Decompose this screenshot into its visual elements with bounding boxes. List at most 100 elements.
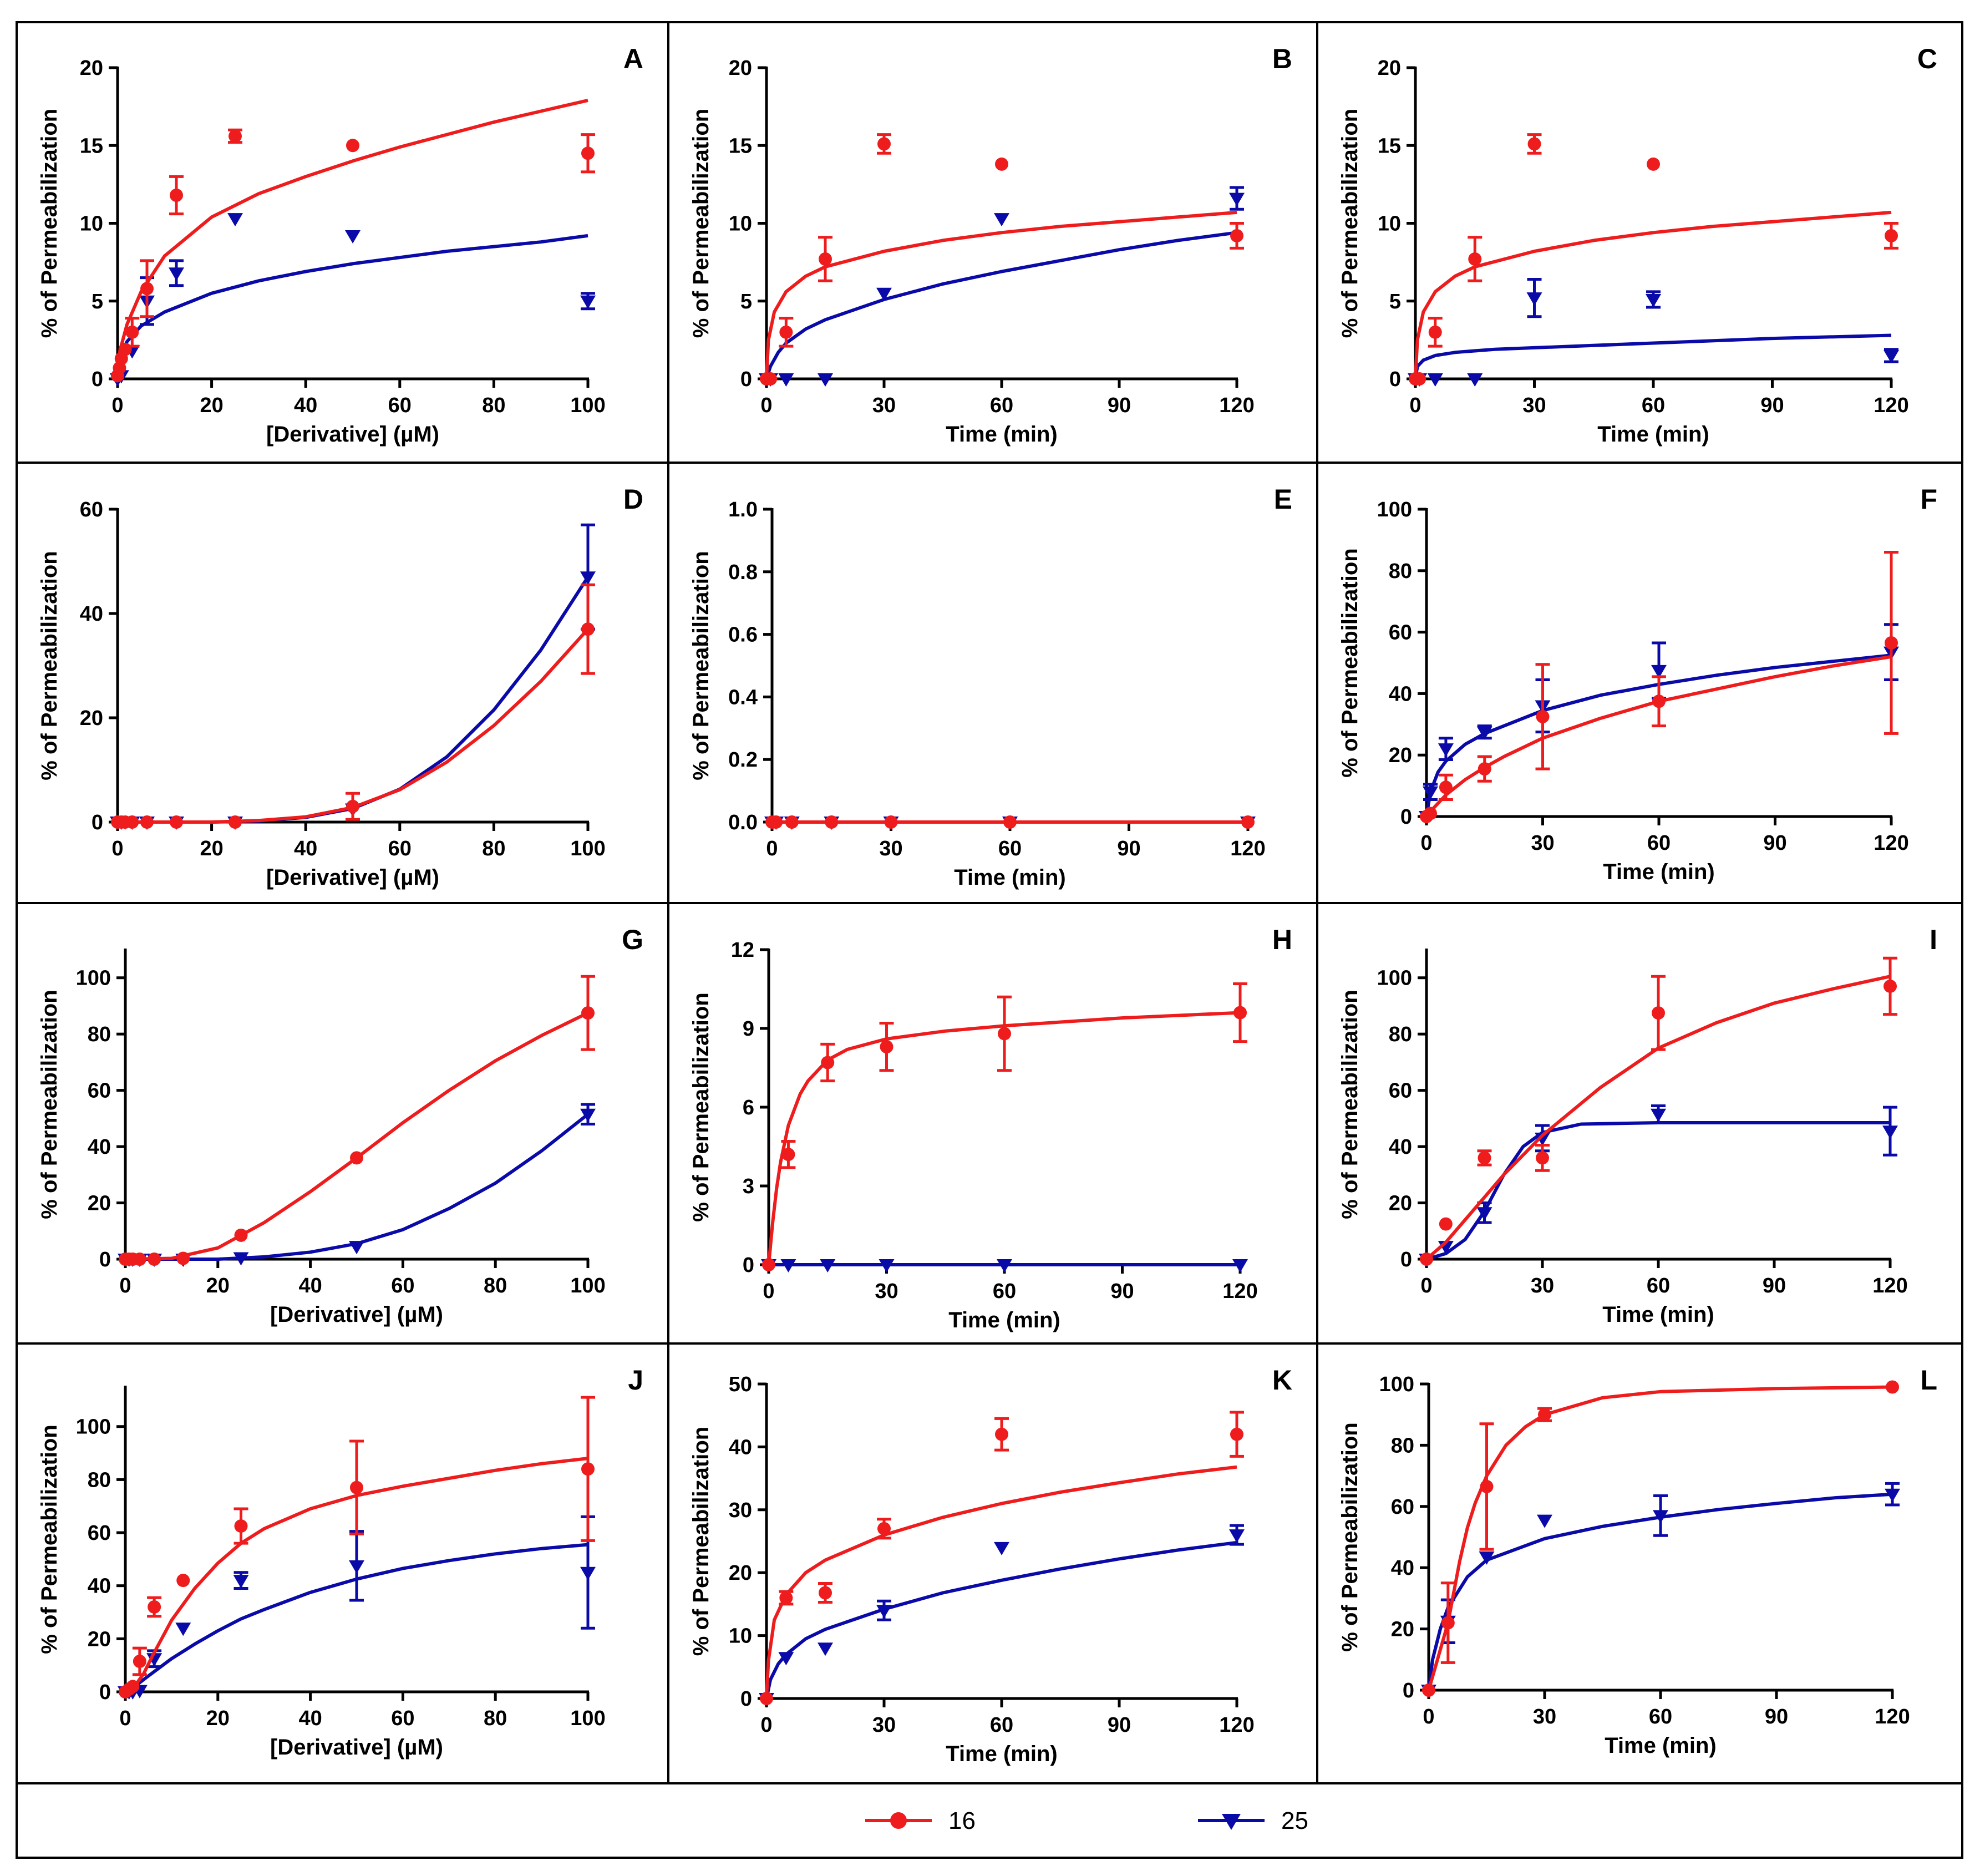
panel-l: 0 20 40 60 80 100 0 30 60 90 120 Time (min) % of Per… <box>1316 1342 1963 1784</box>
panel-g-xtick-label: 0 <box>119 1274 131 1297</box>
panel-b-xtick-label: 30 <box>872 394 896 417</box>
panel-l-series-25-point <box>1537 1514 1552 1528</box>
panel-c-series-16-point <box>1468 252 1482 266</box>
panel-k-xlabel: Time (min) <box>946 1742 1058 1766</box>
panel-f-ylabel: % of Permeabilization <box>1338 548 1362 777</box>
panel-c-series-25-fit-curve <box>1414 333 1892 379</box>
panel-j-xtick-label: 60 <box>391 1707 414 1730</box>
panel-c-ytick-label: 0 <box>1389 368 1401 391</box>
panel-j-xtick-label: 80 <box>484 1707 507 1730</box>
panel-a-series-16-point <box>170 189 183 202</box>
panel-c-ytick-label: 15 <box>1378 134 1401 158</box>
panel-k-ytick-label: 50 <box>729 1373 752 1396</box>
panel-a-series-16-point <box>125 325 139 339</box>
panel-j-series-16-point <box>148 1600 161 1614</box>
panel-k-ylabel: % of Permeabilization <box>689 1427 713 1656</box>
panel-f-xtick-label: 120 <box>1874 831 1908 855</box>
panel-g-xtick-label: 20 <box>206 1274 230 1297</box>
panel-a-xtick-label: 0 <box>111 394 123 417</box>
panel-b-series-25-point <box>876 287 892 301</box>
panel-d-letter: D <box>623 484 643 515</box>
panel-e-series-16-point <box>785 815 799 829</box>
panel-b-series-16-point <box>877 137 891 151</box>
panel-l-ytick-label: 60 <box>1391 1495 1414 1519</box>
panel-l-ytick-label: 100 <box>1379 1373 1414 1396</box>
panel-h-series-25-point <box>780 1259 796 1272</box>
legend-frame <box>16 1782 1963 1859</box>
panel-i-ytick-label: 40 <box>1389 1135 1412 1159</box>
panel-e-ytick-label: 0.6 <box>728 623 758 647</box>
panel-j-xlabel: [Derivative] (µM) <box>270 1735 443 1760</box>
panel-f-series-25-point <box>1438 743 1454 757</box>
panel-h-letter: H <box>1272 924 1292 955</box>
panel-i-series-25-fit-curve <box>1426 1121 1890 1261</box>
panel-d-series-16-point <box>140 815 154 829</box>
panel-j-xtick-label: 20 <box>206 1707 230 1730</box>
panel-l-ylabel: % of Permeabilization <box>1338 1422 1362 1651</box>
panel-k-xtick-label: 120 <box>1219 1713 1254 1737</box>
panel-b-ytick-label: 5 <box>740 290 752 313</box>
panel-k-series-16-point <box>779 1591 793 1605</box>
panel-d-series-16-point <box>346 799 359 813</box>
panel-i-xtick-label: 30 <box>1531 1274 1554 1297</box>
panel-a-ytick-label: 5 <box>92 290 103 313</box>
panel-a-xtick-label: 100 <box>570 394 605 417</box>
panel-l-series-16-fit-curve <box>1427 1385 1893 1691</box>
panel-a-ylabel: % of Permeabilization <box>37 109 62 338</box>
panel-h-series-25-point <box>1232 1259 1248 1272</box>
panel-i-xtick-label: 120 <box>1872 1274 1907 1297</box>
panel-a: 0 5 10 15 20 0 20 40 60 80 100 [Derivative] (µM) % o… <box>16 21 669 464</box>
panel-d-xtick-label: 0 <box>111 837 123 860</box>
panel-h-xtick-label: 60 <box>993 1280 1016 1303</box>
panel-c-series-25-point <box>1526 292 1542 306</box>
panel-l-xtick-label: 90 <box>1765 1705 1788 1728</box>
panel-h-series-16-fit-curve <box>767 1011 1241 1265</box>
panel-a-series-16-point <box>229 129 242 143</box>
panel-j-series-16-point <box>350 1480 363 1494</box>
panel-f-ytick-label: 20 <box>1389 744 1412 767</box>
panel-d-series-25-point <box>580 571 596 585</box>
panel-c-series-25-point <box>1427 373 1443 387</box>
panel-g-ytick-label: 0 <box>99 1248 111 1271</box>
panel-g-series-25-point <box>580 1108 596 1122</box>
panel-a-ytick-label: 15 <box>80 134 103 158</box>
panel-g-ylabel: % of Permeabilization <box>37 990 62 1219</box>
panel-e-ytick-label: 0.8 <box>728 561 758 584</box>
panel-c-series-16-point <box>1885 229 1898 242</box>
panel-f-ytick-label: 100 <box>1377 498 1412 521</box>
legend-label-16: 16 <box>948 1807 976 1834</box>
panel-l-series-16-point <box>1422 1684 1435 1697</box>
panel-l-xtick-label: 0 <box>1423 1705 1434 1728</box>
panel-b-ytick-label: 0 <box>740 368 752 391</box>
panel-a-ytick-label: 0 <box>92 368 103 391</box>
panel-g: 0 20 40 60 80 100 0 20 40 60 80 100 [Derivative] (µM… <box>16 902 669 1345</box>
panel-d-xtick-label: 20 <box>200 837 223 860</box>
panel-c-series-16-fit-curve <box>1414 210 1892 379</box>
panel-f-ytick-label: 0 <box>1400 805 1412 829</box>
panel-b-series-25-point <box>994 213 1009 227</box>
panel-b-series-25-point <box>1229 192 1245 206</box>
panel-f: 0 20 40 60 80 100 0 30 60 90 120 Time (min) % of Per… <box>1316 462 1963 904</box>
panel-c-letter: C <box>1917 43 1937 74</box>
panel-d-series-16-point <box>125 815 139 829</box>
panel-c-series-25-point <box>1884 349 1899 363</box>
panel-j-series-16-point <box>133 1655 146 1668</box>
panel-l-ytick-label: 80 <box>1391 1434 1414 1457</box>
panel-g-series-16-point <box>133 1253 146 1266</box>
panel-f-series-16-point <box>1536 709 1550 723</box>
panel-g-letter: G <box>622 924 643 955</box>
panel-h-ytick-label: 6 <box>743 1096 754 1119</box>
panel-j-series-16-point <box>126 1680 140 1694</box>
panel-d-ytick-label: 60 <box>80 498 103 521</box>
panel-c-ytick-label: 20 <box>1378 57 1401 80</box>
panel-l-series-25-point <box>1479 1551 1495 1565</box>
panel-e-xtick-label: 30 <box>879 837 902 860</box>
panel-k-series-16-point <box>760 1692 773 1705</box>
panel-e-ytick-label: 0.0 <box>728 811 758 834</box>
panel-a-series-25-point <box>345 230 361 244</box>
panel-j-ytick-label: 80 <box>88 1468 111 1492</box>
legend-box: 16 25 <box>16 1782 1963 1859</box>
panel-l-series-25-point <box>1885 1488 1900 1502</box>
